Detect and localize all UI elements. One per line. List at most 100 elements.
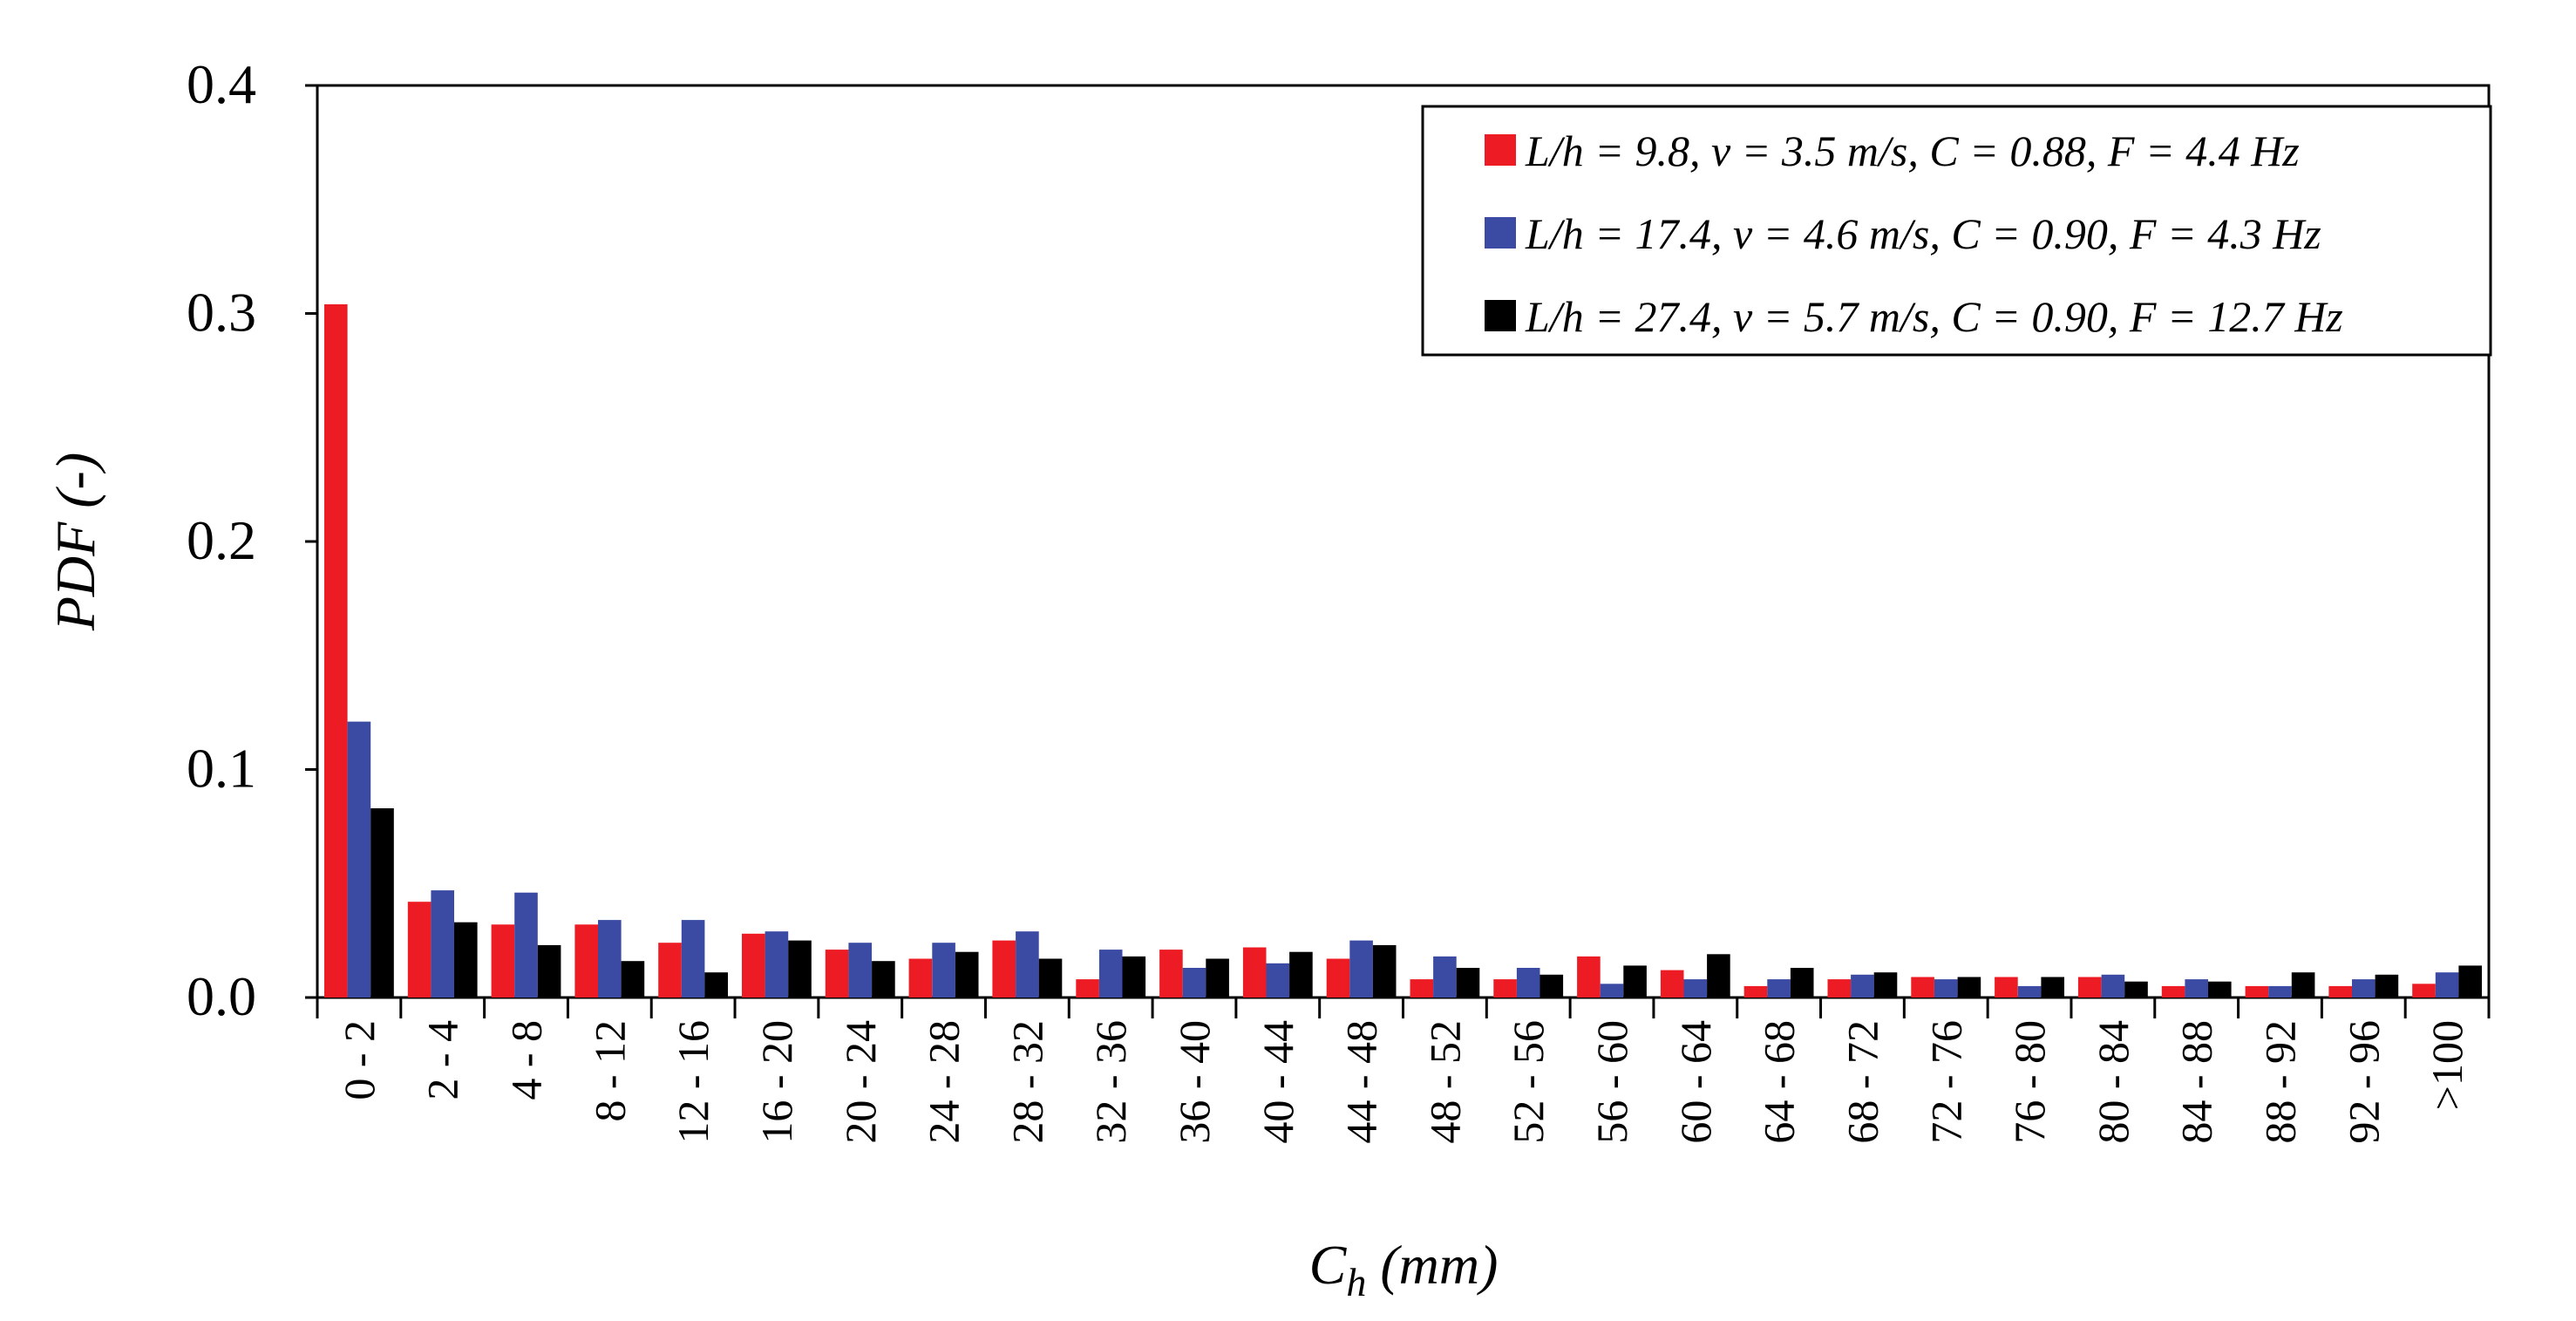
bar-series-3-2	[454, 922, 478, 998]
bar-series-3-18	[1790, 968, 1814, 998]
bar-series-3-21	[2041, 977, 2064, 998]
bar-series-1-17	[1660, 970, 1684, 998]
bar-series-2-22	[2101, 974, 2125, 998]
bar-series-3-24	[2291, 972, 2315, 998]
bar-series-3-25	[2375, 974, 2399, 998]
bar-series-3-20	[1957, 977, 1981, 998]
bar-series-3-26	[2458, 965, 2482, 998]
x-tick-label: 60 - 64	[1671, 1020, 1720, 1144]
bar-series-2-1	[347, 721, 371, 998]
x-tick-label: 0 - 2	[335, 1020, 384, 1100]
bar-series-3-3	[537, 944, 561, 998]
bar-series-1-16	[1577, 956, 1601, 998]
bar-series-1-23	[2161, 985, 2185, 998]
y-tick-label: 0.3	[187, 282, 256, 344]
bar-series-2-11	[1182, 968, 1206, 998]
bar-series-2-17	[1683, 979, 1708, 998]
bar-series-1-10	[1076, 979, 1099, 998]
bar-series-3-15	[1539, 974, 1564, 998]
x-tick-label: 56 - 60	[1587, 1020, 1636, 1144]
bar-series-3-7	[872, 961, 895, 998]
bar-series-3-11	[1206, 958, 1229, 998]
bar-series-2-2	[431, 890, 454, 998]
x-tick-label: 76 - 80	[2005, 1020, 2054, 1144]
bar-series-2-26	[2435, 972, 2459, 998]
bar-series-2-14	[1433, 956, 1457, 998]
legend-label-3: L/h = 27.4, v = 5.7 m/s, C = 0.90, F = 1…	[1525, 292, 2343, 341]
bar-series-1-24	[2245, 985, 2269, 998]
legend-swatch-1	[1485, 134, 1516, 166]
x-tick-label: 80 - 84	[2089, 1020, 2138, 1144]
bar-series-2-24	[2268, 985, 2292, 998]
bar-series-3-10	[1122, 956, 1146, 998]
bar-series-2-3	[514, 892, 538, 998]
x-tick-label: 8 - 12	[585, 1020, 634, 1122]
x-tick-label: 92 - 96	[2339, 1020, 2388, 1144]
bar-series-2-25	[2352, 979, 2375, 998]
bar-series-3-22	[2124, 981, 2148, 998]
bar-series-2-16	[1600, 984, 1624, 998]
bar-series-2-23	[2185, 979, 2208, 998]
x-tick-label: 36 - 40	[1170, 1020, 1219, 1144]
x-tick-label: 24 - 28	[920, 1020, 969, 1144]
bar-series-3-8	[955, 951, 979, 998]
bar-series-2-20	[1934, 979, 1958, 998]
bar-series-2-18	[1767, 979, 1791, 998]
bar-series-3-1	[370, 808, 394, 998]
bar-series-1-18	[1743, 985, 1768, 998]
x-tick-label: 72 - 76	[1921, 1020, 1970, 1144]
bar-series-2-15	[1516, 968, 1540, 998]
bar-series-1-14	[1410, 979, 1434, 998]
bar-series-3-9	[1038, 958, 1063, 998]
legend: L/h = 9.8, v = 3.5 m/s, C = 0.88, F = 4.…	[1421, 105, 2492, 357]
x-tick-label: 28 - 32	[1003, 1020, 1051, 1144]
bar-series-3-5	[704, 972, 728, 998]
bar-series-1-2	[407, 902, 432, 998]
y-tick-label: 0.1	[187, 738, 256, 800]
x-axis: 0 - 2 2 - 4 4 - 8 8 - 12 12 - 16 16 - 20 20 - …	[316, 998, 2491, 1144]
bar-series-2-6	[765, 931, 789, 998]
bar-series-1-1	[324, 304, 348, 998]
bar-series-1-13	[1326, 958, 1350, 998]
bar-series-1-22	[2077, 977, 2102, 998]
x-tick-label: 16 - 20	[752, 1020, 801, 1144]
x-tick-label: 4 - 8	[502, 1020, 551, 1100]
x-axis-title-subscript: h	[1346, 1260, 1366, 1304]
bar-series-1-3	[491, 924, 515, 998]
x-tick-label: 64 - 68	[1755, 1020, 1804, 1144]
bars-group	[324, 304, 2482, 998]
x-tick-label: 2 - 4	[418, 1020, 467, 1100]
y-axis: 0.0 0.1 0.2 0.3 0.4	[187, 53, 317, 1027]
x-axis-title-main: C	[1309, 1234, 1348, 1296]
bar-series-1-5	[658, 943, 682, 998]
bar-series-2-4	[598, 920, 622, 998]
bar-series-1-20	[1911, 977, 1934, 998]
x-tick-label: >100	[2423, 1020, 2471, 1110]
x-tick-label: 48 - 52	[1420, 1020, 1469, 1144]
y-tick-label: 0.4	[187, 53, 256, 115]
bar-series-2-13	[1349, 940, 1373, 998]
bar-series-2-12	[1266, 963, 1290, 998]
bar-series-1-19	[1827, 979, 1852, 998]
bar-series-3-14	[1456, 968, 1480, 998]
legend-box	[1421, 105, 2492, 357]
x-tick-label: 84 - 88	[2172, 1020, 2221, 1144]
y-axis-title: PDF (-)	[44, 453, 106, 631]
bar-series-2-21	[2017, 985, 2042, 998]
bar-series-1-12	[1242, 947, 1267, 998]
bar-series-1-6	[742, 933, 765, 998]
y-tick-label: 0.0	[187, 965, 256, 1027]
legend-swatch-2	[1485, 217, 1516, 249]
x-tick-label: 40 - 44	[1254, 1020, 1302, 1144]
x-axis-title-unit: (mm)	[1366, 1234, 1498, 1296]
bar-series-3-4	[621, 961, 645, 998]
bar-series-1-11	[1159, 950, 1183, 998]
bar-series-3-17	[1707, 954, 1730, 998]
bar-series-2-7	[848, 943, 872, 998]
bar-series-1-4	[574, 924, 598, 998]
x-axis-title: Ch (mm)	[1309, 1234, 1499, 1304]
x-tick-label: 20 - 24	[836, 1020, 885, 1144]
bar-series-2-5	[681, 920, 705, 998]
bar-series-1-26	[2412, 984, 2436, 998]
y-tick-label: 0.2	[187, 509, 256, 571]
